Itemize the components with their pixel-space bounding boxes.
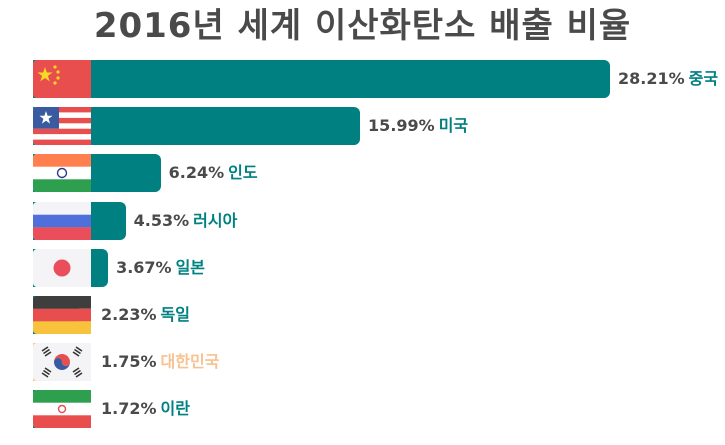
bar [33,60,610,98]
usa-flag-icon [33,107,91,146]
category-label: 중국 [688,69,719,88]
korea-flag-icon [33,343,91,382]
value-label: 4.53% [133,210,190,230]
category-label: 대한민국 [160,352,220,372]
bar-label: 15.99% 미국 [368,107,468,145]
category-label: 러시아 [193,210,238,230]
value-label: 3.67% [116,257,172,277]
category-label: 일본 [175,257,206,277]
bar-row: 28.21% 중국 [0,60,725,98]
value-label: 1.72% [101,399,157,419]
bar-row: 3.67% 일본 [0,248,725,287]
bar-label: 6.24% 인도 [169,154,258,192]
category-label: 미국 [438,116,469,136]
value-label: 1.75% [101,352,157,372]
china-flag-icon [33,60,91,98]
value-label: 28.21% [618,69,685,88]
value-label: 2.23% [101,305,157,324]
bar-row: 2.23% 독일 [0,296,725,334]
category-label: 독일 [160,305,190,324]
value-label: 15.99% [368,116,435,136]
category-label: 이란 [160,399,190,419]
russia-flag-icon [33,201,91,240]
value-label: 6.24% [168,163,225,183]
category-label: 인도 [228,163,258,183]
japan-flag-icon [33,248,91,287]
bar-label: 1.72% 이란 [101,390,190,428]
bar-row: 6.24% 인도 [0,154,725,193]
bar-label: 3.67% 일본 [116,249,205,287]
germany-flag-icon [33,296,91,334]
bar-label: 2.23% 독일 [101,296,190,334]
india-flag-icon [33,154,91,193]
iran-flag-icon [33,390,91,429]
bar-row: 15.99% 미국 [0,107,725,146]
bar-row: 1.75% 대한민국 [0,343,725,382]
bar-label: 28.21% 중국 [618,60,718,98]
chart-title: 2016년 세계 이산화탄소 배출 비율 [93,6,632,46]
bar-row: 4.53% 러시아 [0,201,725,240]
bar-label: 4.53% 러시아 [134,202,238,240]
bar-row: 1.72% 이란 [0,390,725,429]
bar-label: 1.75% 대한민국 [101,343,219,381]
